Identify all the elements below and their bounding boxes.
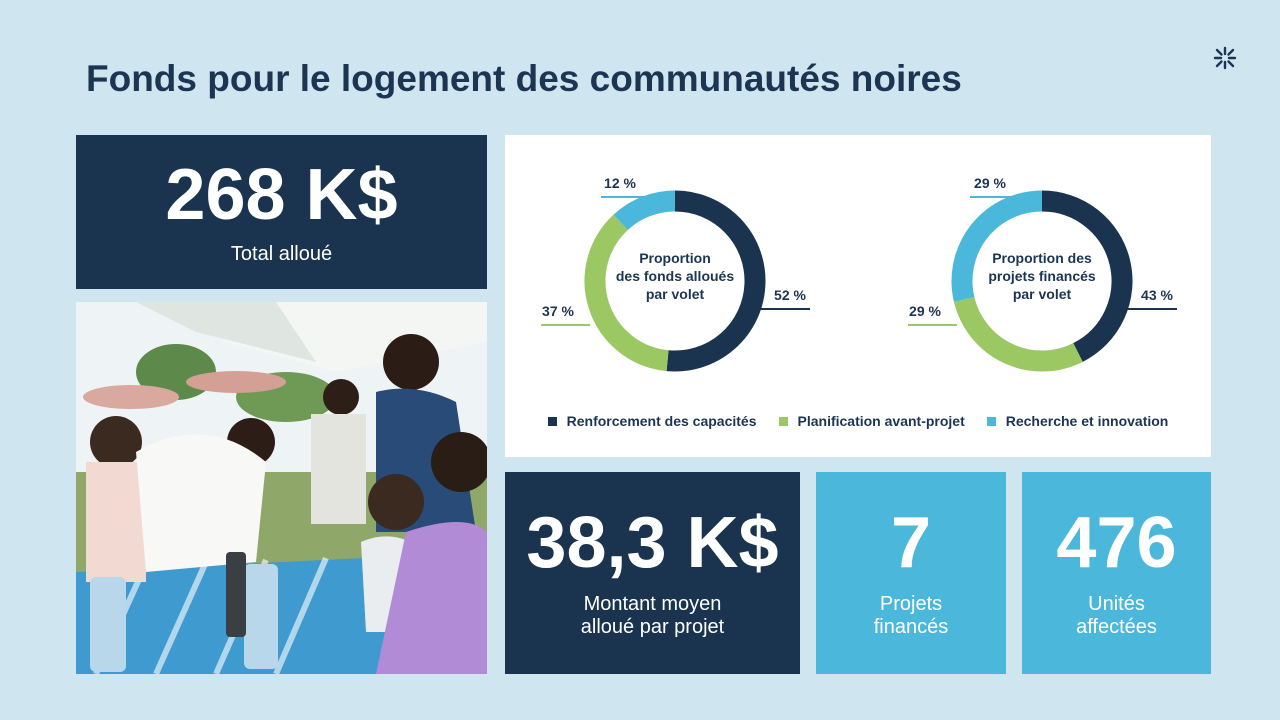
donut-charts: 52 % 37 % 12 % Proportion des fonds alloués p…	[541, 175, 1177, 372]
donut1-title-line-1: Proportion	[639, 250, 711, 266]
legend-item-planification: Planification avant-projet	[778, 413, 965, 429]
average-label-line2: alloué par projet	[580, 616, 725, 638]
donut1-label-3: 12 %	[604, 175, 636, 191]
page-title: Fonds pour le logement des communautés n…	[86, 58, 962, 99]
donut2-slice-2	[953, 296, 1083, 372]
legend-label-recherche: Recherche et innovation	[1005, 413, 1169, 429]
projects-label-line2: financés	[873, 616, 949, 638]
projects-funded-label: Projets financés	[874, 593, 949, 639]
units-label-line2: affectées	[1076, 616, 1157, 638]
projects-funded-card: 7 Projets financés	[816, 472, 1006, 674]
donut1-label-2: 37 %	[542, 303, 574, 319]
legend-item-recherche: Recherche et innovation	[986, 413, 1169, 429]
units-affected-label: Unités affectées	[1076, 593, 1157, 639]
total-allocated-value: 268 K$	[165, 154, 398, 235]
units-label-line1: Unités	[1088, 593, 1145, 615]
units-affected-card: 476 Unités affectées	[1022, 472, 1211, 674]
average-label-line1: Montant moyen	[583, 593, 722, 615]
donut1-title-line-3: par volet	[646, 286, 705, 302]
donut2-label-1: 43 %	[1141, 287, 1173, 303]
legend-swatch-capacites	[547, 416, 557, 426]
projects-label-line1: Projets	[879, 593, 943, 615]
legend-label-capacites: Renforcement des capacités	[566, 413, 757, 429]
logo-icon	[1213, 46, 1237, 70]
community-photo	[76, 302, 487, 674]
donut1-slice-1	[666, 190, 766, 372]
charts-panel: 52 % 37 % 12 % Proportion des fonds alloués p…	[505, 135, 1211, 457]
units-affected-value: 476	[1056, 503, 1177, 583]
donut1-title-line-2: des fonds alloués	[616, 268, 734, 284]
total-allocated-card: 268 K$ Total alloué	[76, 135, 487, 289]
donut1-label-1: 52 %	[774, 287, 806, 303]
donut2-slice-3	[951, 190, 1043, 302]
donut1-slice-2	[584, 214, 669, 372]
donut2-label-2: 29 %	[909, 303, 941, 319]
legend-swatch-planification	[778, 416, 788, 426]
chart-legend: Renforcement des capacités Planification…	[505, 413, 1211, 429]
average-amount-card: 38,3 K$ Montant moyen alloué par projet	[505, 472, 800, 674]
total-allocated-label: Total alloué	[230, 242, 333, 265]
average-amount-value: 38,3 K$	[526, 503, 779, 583]
donut2-title-line-1: Proportion des	[992, 250, 1092, 266]
legend-swatch-recherche	[986, 416, 996, 426]
donut2-title-line-3: par volet	[1013, 286, 1072, 302]
donut1-slice-3	[613, 190, 676, 231]
donut2-label-3: 29 %	[974, 175, 1006, 191]
legend-label-planification: Planification avant-projet	[797, 413, 965, 429]
legend-item-capacites: Renforcement des capacités	[547, 413, 757, 429]
projects-funded-value: 7	[890, 503, 932, 583]
donut2-slice-1	[1041, 190, 1133, 362]
photo-illustration	[76, 302, 487, 674]
average-amount-label: Montant moyen alloué par projet	[581, 593, 724, 639]
donut2-title-line-2: projets financés	[988, 268, 1096, 284]
